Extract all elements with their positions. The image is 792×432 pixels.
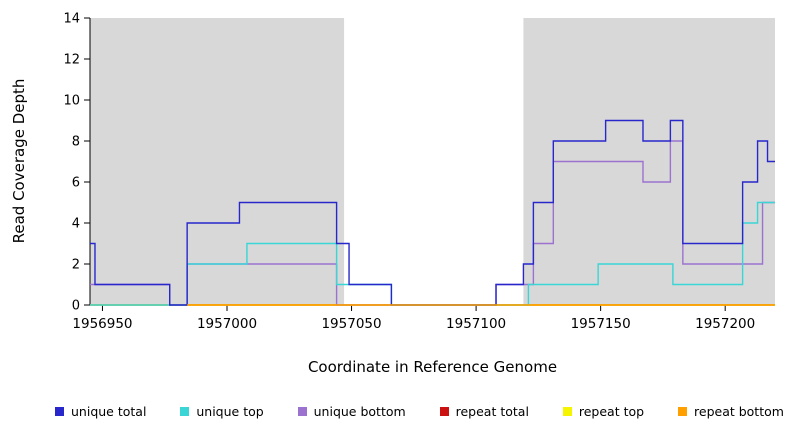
legend-item-repeat-total: repeat total [439, 403, 529, 419]
legend-item-repeat-bottom: repeat bottom [678, 404, 784, 419]
legend-label: repeat total [455, 403, 529, 419]
legend-label: repeat bottom [694, 403, 784, 419]
legend-label: unique top [196, 403, 264, 419]
y-tick-label: 8 [72, 135, 80, 150]
legend-swatch-icon [55, 406, 64, 416]
legend-item-repeat-top: repeat top [562, 403, 645, 419]
legend-swatch-icon [562, 406, 572, 416]
left-gray-region [90, 18, 345, 305]
legend-item-unique-total: unique total [55, 404, 146, 419]
x-tick-label: 1957050 [321, 316, 381, 332]
legend: unique total unique top unique bottom repea… [55, 400, 784, 422]
y-tick-label: 14 [63, 12, 80, 27]
x-tick-label: 1957100 [446, 316, 506, 332]
x-tick-label: 1957000 [197, 316, 257, 332]
series-unique-total [90, 119, 775, 306]
y-tick-label: 10 [63, 94, 80, 109]
y-tick-label: 0 [72, 299, 80, 314]
y-tick-label: 6 [72, 176, 80, 191]
legend-swatch-icon [180, 406, 190, 416]
legend-swatch-icon [439, 406, 449, 416]
legend-item-unique-bottom: unique bottom [297, 403, 406, 419]
legend-swatch-icon [678, 406, 688, 416]
legend-label: unique total [71, 403, 147, 419]
y-tick-label: 12 [63, 53, 80, 68]
x-tick-label: 1957150 [571, 316, 631, 332]
legend-item-unique-top: unique top [180, 403, 264, 419]
x-tick-label: 1957200 [695, 316, 755, 332]
x-axis-title: Coordinate in Reference Genome [307, 358, 558, 376]
legend-label: repeat top [578, 403, 645, 419]
legend-swatch-icon [297, 406, 307, 416]
x-tick-label: 1956950 [72, 316, 132, 332]
y-axis-title: Read Coverage Depth [10, 78, 28, 244]
y-tick-label: 2 [72, 258, 80, 273]
legend-label: unique bottom [313, 403, 406, 419]
y-tick-label: 4 [72, 217, 80, 232]
